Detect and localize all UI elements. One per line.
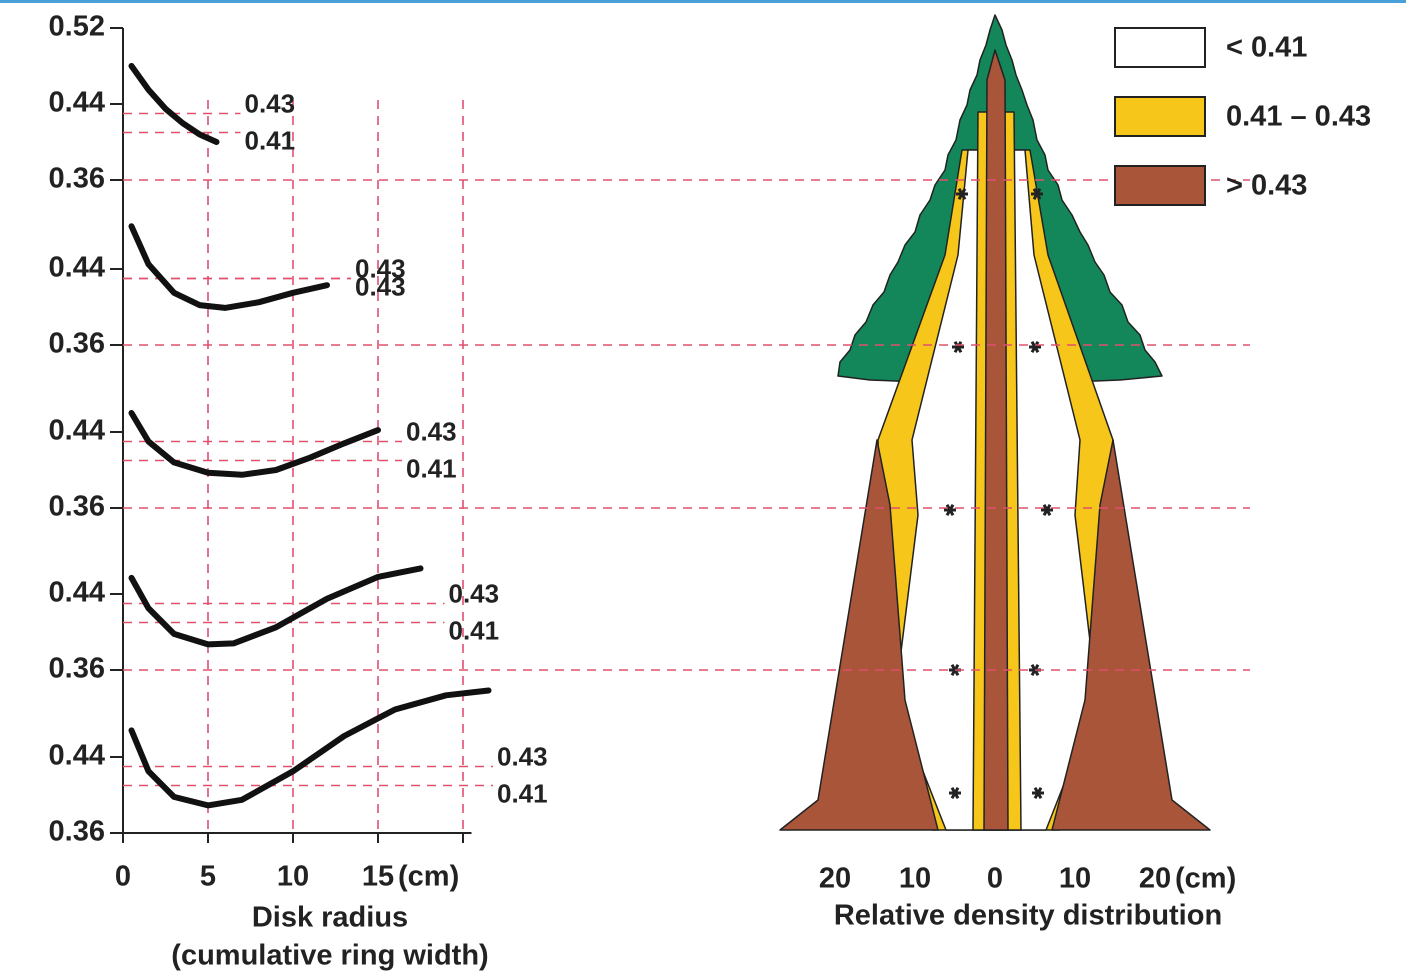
legend-label: > 0.43 xyxy=(1226,170,1307,202)
y-tick-label: 0.44 xyxy=(49,740,105,772)
annotation: 0.41 xyxy=(406,453,457,483)
y-tick-label: 0.44 xyxy=(49,577,105,609)
x-label: Disk radius xyxy=(252,902,408,934)
curve xyxy=(132,226,328,308)
x-tick-label: 10 xyxy=(899,863,931,895)
annotation: 0.41 xyxy=(449,615,500,645)
x-tick-label: 15 xyxy=(362,861,394,893)
x-tick-label: 20 xyxy=(1139,863,1171,895)
core-high xyxy=(984,50,1008,830)
annotation: 0.43 xyxy=(449,578,500,608)
y-tick-label: 0.44 xyxy=(49,415,105,447)
x-label: Relative density distribution xyxy=(834,900,1222,932)
x-tick-label: 20 xyxy=(819,863,851,895)
curve xyxy=(132,413,379,475)
annotation: 0.43 xyxy=(406,416,457,446)
legend-swatch xyxy=(1115,166,1205,205)
y-tick-label: 0.44 xyxy=(49,87,105,119)
legend-label: 0.41 – 0.43 xyxy=(1226,101,1371,133)
curve xyxy=(132,568,421,644)
y-tick-label: 0.52 xyxy=(49,11,105,43)
x-tick-label: 10 xyxy=(1059,863,1091,895)
y-tick-label: 0.36 xyxy=(49,816,105,848)
x-unit: (cm) xyxy=(1175,863,1236,895)
y-tick-label: 0.36 xyxy=(49,491,105,523)
x-tick-label: 0 xyxy=(115,861,131,893)
x-tick-label: 0 xyxy=(987,863,1003,895)
x-label: (cumulative ring width) xyxy=(171,940,488,972)
curve xyxy=(132,66,217,142)
annotation: 0.43 xyxy=(497,741,548,771)
annotation: 0.43 xyxy=(245,88,296,118)
x-tick-label: 10 xyxy=(277,861,309,893)
curve xyxy=(132,691,489,806)
y-tick-label: 0.36 xyxy=(49,163,105,195)
y-tick-label: 0.36 xyxy=(49,328,105,360)
x-tick-label: 5 xyxy=(200,861,216,893)
legend-swatch xyxy=(1115,28,1205,67)
legend-swatch xyxy=(1115,97,1205,136)
top-border xyxy=(0,0,1406,3)
y-tick-label: 0.44 xyxy=(49,252,105,284)
y-tick-label: 0.36 xyxy=(49,653,105,685)
annotation: 0.41 xyxy=(497,778,548,808)
legend-label: < 0.41 xyxy=(1226,32,1307,64)
annotation: 0.43 xyxy=(355,271,406,301)
x-unit: (cm) xyxy=(398,861,459,893)
tree-diagram xyxy=(780,15,1210,830)
annotation: 0.41 xyxy=(245,125,296,155)
figure: 051015(cm)Disk radius(cumulative ring wi… xyxy=(0,0,1406,979)
